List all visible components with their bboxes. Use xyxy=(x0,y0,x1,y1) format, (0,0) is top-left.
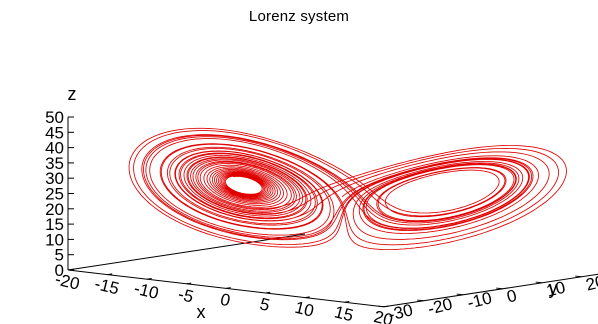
y-tick-label: -20 xyxy=(426,294,454,318)
x-tick-label: 10 xyxy=(293,298,316,321)
z-tick-label: 5 xyxy=(55,246,64,265)
x-tick xyxy=(107,273,113,276)
y-tick-label: -30 xyxy=(386,300,414,324)
chart-title: Lorenz system xyxy=(248,8,350,25)
z-tick-label: 25 xyxy=(45,185,64,204)
x-tick xyxy=(265,291,271,294)
x-tick xyxy=(67,268,73,271)
x-tick-label: 0 xyxy=(218,290,232,311)
x-tick-label: 20 xyxy=(372,307,395,324)
x-tick-label: -5 xyxy=(176,284,195,306)
x-tick xyxy=(383,305,389,308)
x-tick xyxy=(225,287,231,289)
z-tick-label: 20 xyxy=(45,200,64,219)
x-tick-label: 5 xyxy=(258,294,272,315)
y-tick xyxy=(535,281,543,284)
lorenz-trajectory-line xyxy=(128,127,567,250)
y-tick xyxy=(496,287,503,290)
trajectory-layer xyxy=(128,127,567,250)
y-tick xyxy=(417,299,424,302)
y-tick xyxy=(575,275,582,278)
x-tick xyxy=(146,277,152,280)
x-tick-label: -15 xyxy=(93,274,121,298)
y-tick xyxy=(456,293,464,296)
x-tick-label: -10 xyxy=(132,279,160,303)
x-tick-label: -20 xyxy=(53,269,81,293)
x-tick xyxy=(304,296,310,299)
x-tick-label: 15 xyxy=(332,302,355,324)
z-tick-label: 15 xyxy=(45,215,64,234)
z-tick-label: 50 xyxy=(45,108,64,127)
z-tick-label: 40 xyxy=(45,139,64,158)
z-tick-label: 0 xyxy=(55,261,64,280)
y-axis-title: y xyxy=(549,278,558,298)
x-axis-title: x xyxy=(197,302,206,322)
z-tick-label: 45 xyxy=(45,123,64,142)
x-tick xyxy=(344,300,350,303)
axes-layer xyxy=(67,116,598,308)
z-tick-label: 10 xyxy=(45,230,64,249)
z-tick-label: 35 xyxy=(45,154,64,173)
z-axis-title: z xyxy=(68,84,77,104)
y-tick-label: 20 xyxy=(584,272,598,295)
y-tick-label: -10 xyxy=(465,288,493,312)
x-tick xyxy=(186,282,192,285)
y-tick-label: 10 xyxy=(544,278,567,301)
y-axis-line-back xyxy=(67,233,306,271)
y-tick xyxy=(377,305,385,308)
y-tick-label: 0 xyxy=(505,286,519,307)
z-tick-label: 30 xyxy=(45,169,64,188)
